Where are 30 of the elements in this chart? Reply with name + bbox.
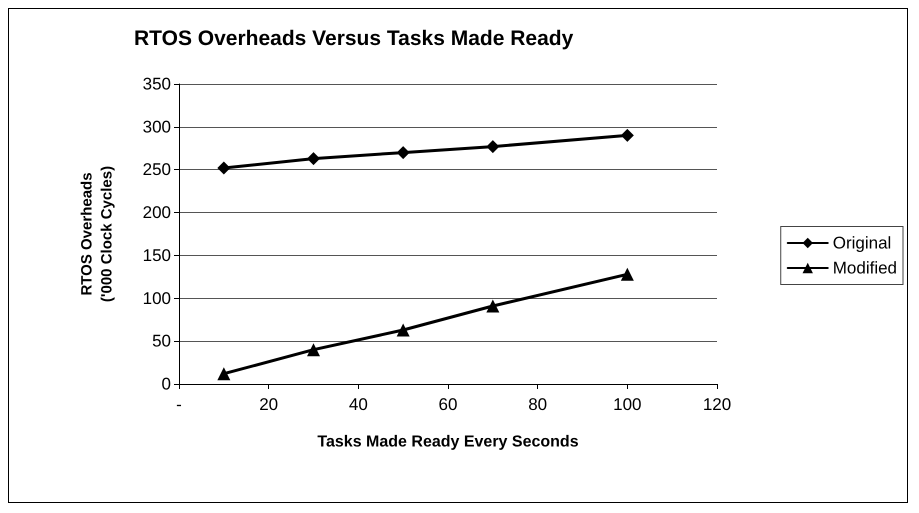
x-tick-label: 40 [348, 395, 368, 414]
point [620, 268, 634, 281]
x-tick-label: 80 [528, 395, 548, 414]
y-tick-label: 150 [142, 246, 171, 265]
point [486, 300, 500, 312]
y-tick-label: 50 [152, 332, 171, 351]
legend-label: Original [832, 234, 892, 252]
point [217, 162, 230, 174]
x-tick-label: 100 [613, 395, 642, 414]
y-tick-label: 250 [142, 160, 171, 180]
legend-label: Modified [832, 258, 898, 278]
point [307, 343, 320, 356]
y-tick-label: 100 [142, 288, 171, 308]
x-tick-label: - [176, 395, 182, 414]
y-tick-label: 200 [142, 203, 171, 222]
x-axis-title: Tasks Made Ready Every Seconds [317, 434, 579, 450]
x-tick-label: 120 [702, 395, 732, 414]
y-tick-label: 300 [142, 117, 171, 136]
point [486, 140, 500, 154]
x-tick-label: 20 [259, 395, 278, 414]
point [217, 367, 230, 380]
point [620, 128, 634, 142]
x-tick-label: 60 [438, 395, 458, 414]
chart-title: RTOS Overheads Versus Tasks Made Ready [134, 27, 574, 50]
y-tick-label: 0 [162, 374, 171, 394]
y-axis-title: RTOS Overheads ('000 Clock Cycles) [78, 166, 116, 302]
point [396, 324, 410, 336]
y-tick-label: 350 [142, 74, 171, 94]
point [307, 152, 320, 166]
point [396, 146, 410, 160]
